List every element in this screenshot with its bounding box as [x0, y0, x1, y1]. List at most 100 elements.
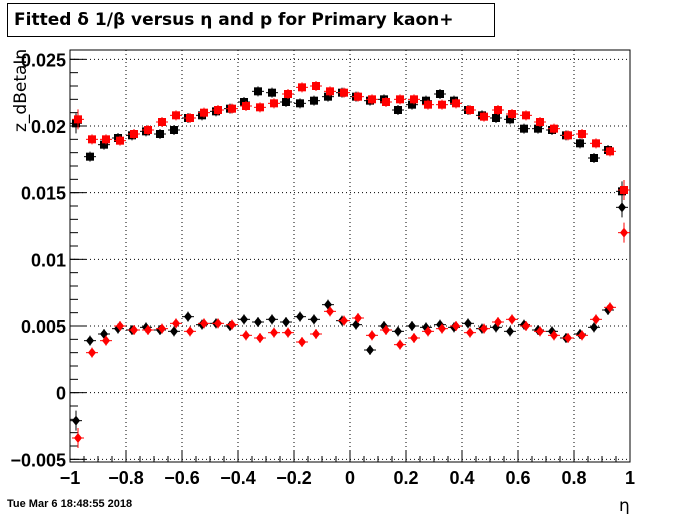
data-point-square [620, 186, 628, 194]
data-point-diamond [618, 202, 626, 213]
data-point-diamond [296, 311, 304, 322]
x-tick-label: 0.4 [449, 468, 474, 488]
data-point-square [256, 103, 264, 112]
data-point-diamond [340, 315, 348, 326]
data-point-diamond [368, 330, 376, 341]
data-point-diamond [254, 317, 262, 327]
data-point-diamond [184, 311, 192, 322]
data-point-square [424, 100, 432, 109]
data-point-square [156, 130, 164, 138]
data-point-diamond [464, 318, 472, 329]
data-point-square [340, 88, 348, 97]
data-point-square [284, 90, 292, 98]
data-point-square [522, 111, 530, 120]
data-point-square [254, 87, 262, 96]
data-point-square [534, 124, 542, 133]
y-axis-title: z_dBetaIn [11, 49, 31, 132]
data-point-diamond [102, 335, 110, 346]
axis-ticks [69, 58, 631, 462]
data-point-diamond [506, 326, 514, 337]
data-point-diamond [536, 326, 544, 337]
data-point-diamond [228, 319, 236, 330]
data-point-square [394, 106, 402, 114]
data-point-diamond [438, 323, 446, 334]
y-tick-label: 0.02 [31, 117, 66, 137]
series-3 [72, 222, 630, 448]
data-point-square [410, 95, 418, 104]
data-point-diamond [410, 333, 418, 343]
data-point-diamond [130, 325, 138, 335]
x-tick-label: 0.8 [561, 468, 586, 488]
data-point-square [606, 147, 614, 156]
data-point-diamond [620, 227, 628, 238]
data-point-square [576, 139, 584, 148]
data-point-square [396, 95, 404, 104]
data-point-square [578, 130, 586, 138]
data-point-square [408, 100, 416, 109]
data-point-square [452, 99, 460, 108]
data-point-square [88, 135, 96, 144]
x-tick-label: 0.6 [505, 468, 530, 488]
data-point-diamond [242, 330, 250, 341]
data-point-diamond [522, 321, 530, 331]
data-point-square [282, 98, 290, 106]
data-point-diamond [298, 337, 306, 347]
data-point-square [310, 96, 318, 105]
data-point-square [438, 100, 446, 109]
data-point-diamond [72, 415, 80, 426]
plot-frame [69, 49, 631, 463]
x-tick-label: 1 [625, 468, 635, 488]
data-point-diamond [394, 326, 402, 337]
data-point-diamond [312, 329, 320, 339]
x-tick-label: 0.2 [393, 468, 418, 488]
data-point-square [158, 118, 166, 126]
data-point-diamond [424, 326, 432, 337]
data-point-diamond [186, 326, 194, 337]
data-point-square [550, 124, 558, 133]
x-tick-label: 0 [345, 468, 355, 488]
series-1 [72, 81, 630, 200]
x-tick-label: −0.4 [220, 468, 256, 488]
data-point-square [86, 152, 94, 161]
data-point-diamond [480, 323, 488, 334]
data-point-diamond [172, 318, 180, 329]
series-2 [70, 197, 628, 431]
data-point-diamond [170, 326, 178, 337]
data-point-square [200, 108, 208, 117]
data-point-square [214, 106, 222, 114]
data-point-diamond [592, 314, 600, 325]
data-point-diamond [606, 302, 614, 313]
series-0 [70, 86, 628, 202]
data-point-diamond [550, 330, 558, 341]
x-tick-labels: −1 −0.8 −0.6 −0.4 −0.2 0 0.2 0.4 0.6 0.8 1 [60, 468, 635, 488]
data-point-diamond [408, 321, 416, 331]
y-tick-label: 0.015 [21, 184, 66, 204]
data-point-square [354, 92, 362, 101]
data-points [70, 81, 630, 448]
data-point-diamond [494, 317, 502, 327]
data-point-diamond [578, 330, 586, 341]
data-point-square [130, 130, 138, 138]
data-point-square [296, 99, 304, 108]
data-point-diamond [564, 333, 572, 343]
data-point-diamond [200, 318, 208, 329]
data-point-square [492, 114, 500, 122]
data-point-diamond [214, 318, 222, 329]
data-point-square [494, 106, 502, 114]
data-point-square [100, 140, 108, 149]
data-point-square [102, 135, 110, 144]
data-point-square [312, 82, 320, 90]
data-point-square [436, 90, 444, 98]
data-point-diamond [310, 314, 318, 325]
y-tick-label: −0.005 [10, 450, 66, 470]
data-point-square [326, 87, 334, 96]
chart-title: Fitted δ 1/β versus η and p for Primary … [7, 3, 495, 37]
data-point-diamond [88, 347, 96, 358]
data-point-square [480, 112, 488, 121]
data-point-square [170, 126, 178, 134]
x-axis-title: η [619, 496, 630, 514]
data-point-diamond [268, 314, 276, 325]
timestamp: Tue Mar 6 18:48:55 2018 [7, 498, 133, 510]
y-tick-label: 0 [56, 384, 66, 404]
y-tick-label: 0.005 [21, 317, 66, 337]
